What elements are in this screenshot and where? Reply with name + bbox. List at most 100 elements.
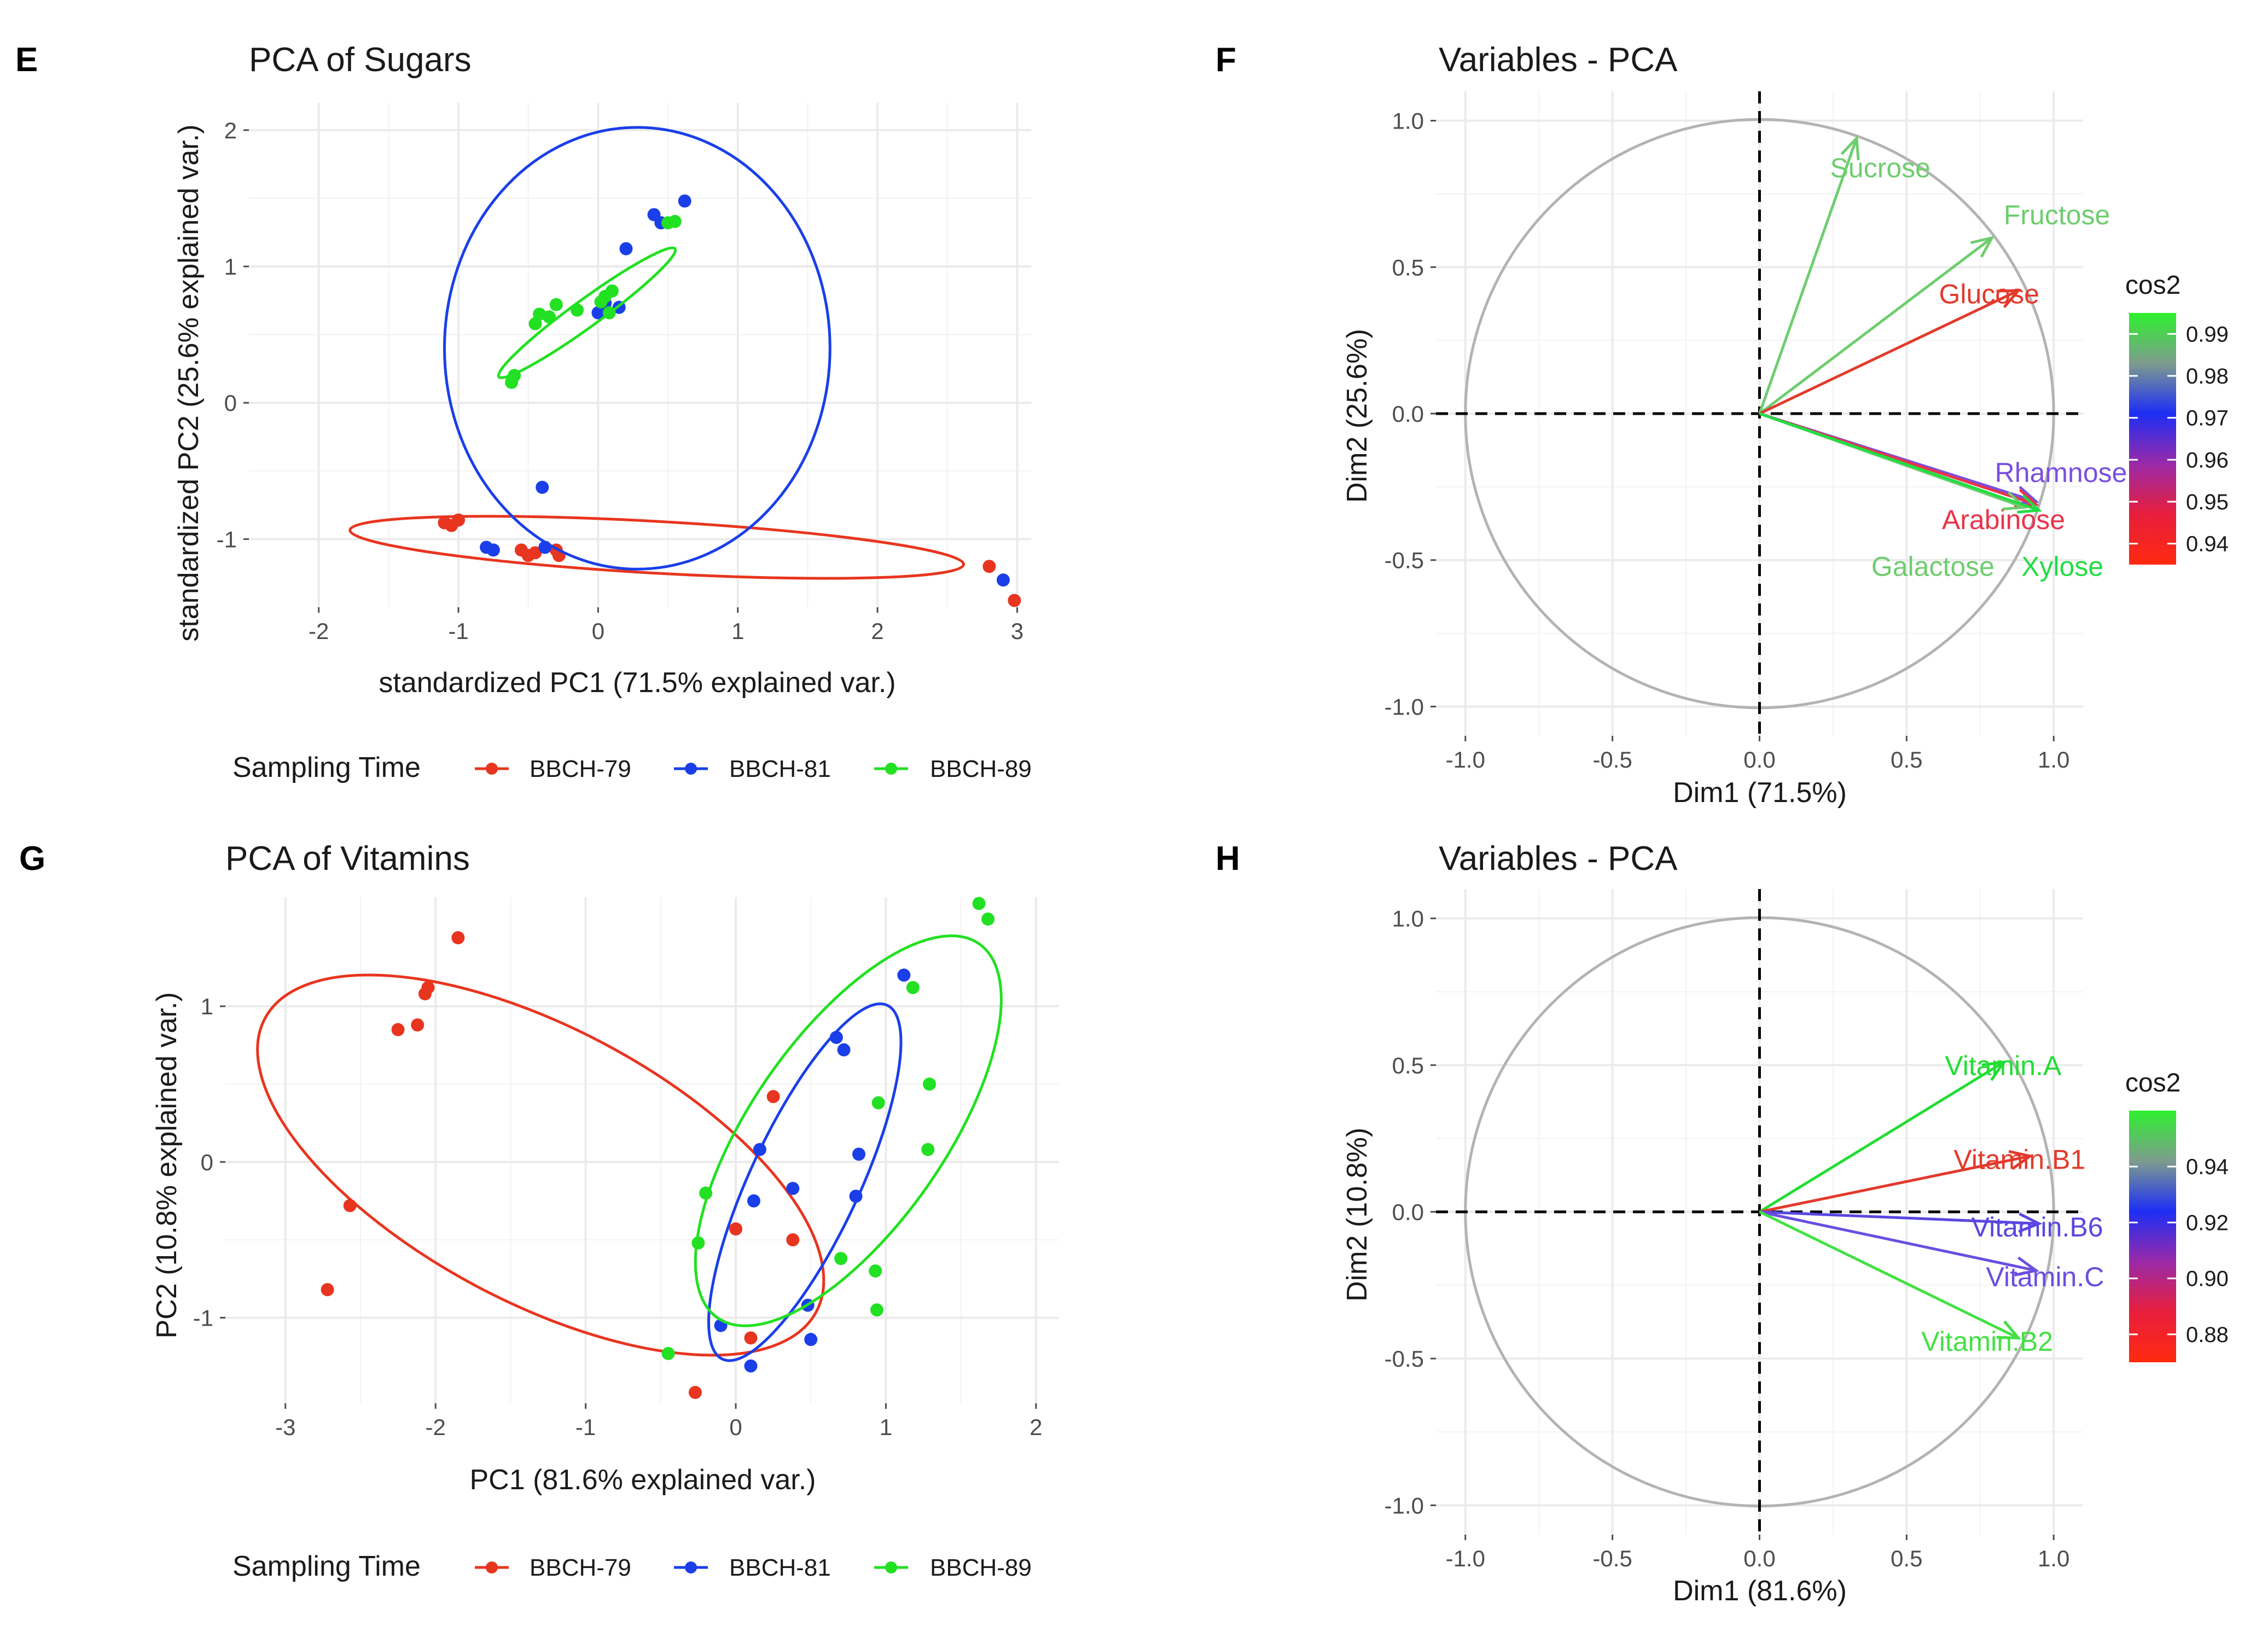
legend-label-bbch81-g: BBCH-81 xyxy=(729,1554,831,1581)
panel-letter-g: G xyxy=(19,840,45,878)
x-tick-label-e: -2 xyxy=(309,618,329,644)
x-tick-label-f: -1.0 xyxy=(1446,747,1485,773)
y-tick-label-g: 0 xyxy=(201,1149,213,1175)
series-bbch-81-g xyxy=(707,968,911,1373)
arrow-head-vitamin-b6 xyxy=(2018,1212,2043,1233)
point-bbch-79-g xyxy=(451,931,465,944)
point-bbch-81-g xyxy=(747,1194,760,1207)
variable-label-vitamin-b6: Vitamin.B6 xyxy=(1972,1212,2103,1242)
ellipse-bbch-81-e xyxy=(443,126,831,571)
point-bbch-79-g xyxy=(343,1199,357,1212)
x-tick-label-h: 1.0 xyxy=(2038,1546,2069,1571)
ellipse-bbch-79-g xyxy=(256,973,825,1357)
colorbar-gradient-bar-h xyxy=(2129,1111,2176,1362)
legend-title-g: Sampling Time xyxy=(232,1550,421,1582)
series-bbch-79-g xyxy=(256,931,825,1399)
colorbar-label-f: 0.96 xyxy=(2186,448,2229,472)
y-tick-label-e: 2 xyxy=(224,118,237,143)
x-axis-label-e: standardized PC1 (71.5% explained var.) xyxy=(379,667,895,699)
point-bbch-81-e xyxy=(591,306,605,320)
ellipse-bbch-89-e xyxy=(497,246,677,380)
arrow-shaft-vitamin-b2 xyxy=(1759,1210,2019,1339)
colorbar-label-f: 0.97 xyxy=(2186,406,2229,431)
point-bbch-89-g xyxy=(661,1346,675,1360)
legend-key-dot-bbch89-e xyxy=(885,763,897,775)
y-tick-label-h: -1.0 xyxy=(1385,1493,1424,1518)
variable-label-fructose: Fructose xyxy=(2004,200,2110,230)
legend-label-bbch89-e: BBCH-89 xyxy=(930,756,1032,782)
x-tick-label-g: 0 xyxy=(729,1414,742,1440)
x-tick-label-e: 1 xyxy=(731,618,744,644)
arrow-head-vitamin-b1 xyxy=(2008,1150,2034,1170)
variable-glucose-f: Glucose xyxy=(1759,278,2039,415)
series-bbch-89-e xyxy=(497,214,682,389)
legend-label-bbch79-g: BBCH-79 xyxy=(530,1554,631,1581)
point-bbch-89-g xyxy=(921,1143,935,1157)
point-bbch-81-g xyxy=(744,1359,758,1373)
variable-vitamin-b6-h: Vitamin.B6 xyxy=(1759,1210,2103,1242)
legend-key-dot-bbch79-g xyxy=(486,1561,498,1573)
variable-label-galactose: Galactose xyxy=(1871,551,1994,582)
y-tick-label-h: 1.0 xyxy=(1392,906,1424,932)
grid-e xyxy=(249,103,1031,607)
point-bbch-89-g xyxy=(871,1096,885,1110)
colorbar-label-h: 0.90 xyxy=(2186,1267,2229,1291)
point-bbch-81-e xyxy=(538,541,552,554)
point-bbch-79-e xyxy=(452,513,466,527)
point-bbch-79-g xyxy=(786,1233,800,1247)
point-bbch-89-e xyxy=(508,369,521,382)
arrow-head-vitamin-b2 xyxy=(1996,1320,2022,1340)
panel-e: E PCA of Sugars -2 -1 0 1 2 3 -1 0 1 2 standardiz… xyxy=(15,41,1032,783)
y-tick-label-f: -1.0 xyxy=(1385,694,1424,719)
x-tick-label-g: -3 xyxy=(275,1414,295,1440)
x-axis-label-f: Dim1 (71.5%) xyxy=(1673,777,1847,809)
x-tick-label-g: 2 xyxy=(1030,1414,1042,1440)
variable-label-vitamin-a: Vitamin.A xyxy=(1945,1050,2062,1081)
y-axis-label-f: Dim2 (25.6%) xyxy=(1341,329,1373,503)
colorbar-label-h: 0.92 xyxy=(2186,1211,2229,1235)
point-bbch-81-g xyxy=(829,1031,843,1044)
arrow-head-xylose xyxy=(2017,494,2043,514)
point-bbch-81-g xyxy=(897,968,911,982)
point-bbch-81-e xyxy=(619,242,633,255)
x-tick-label-g: -1 xyxy=(575,1414,596,1440)
arrow-shaft-sucrose xyxy=(1758,137,1858,414)
ellipse-bbch-81-g xyxy=(707,1002,903,1362)
point-bbch-79-e xyxy=(528,546,542,560)
y-axis-label-h: Dim2 (10.8%) xyxy=(1341,1128,1373,1302)
plot-title-g: PCA of Vitamins xyxy=(225,840,470,878)
x-tick-label-g: -2 xyxy=(426,1414,446,1440)
legend-key-dot-bbch89-g xyxy=(885,1561,897,1573)
point-bbch-79-g xyxy=(729,1222,743,1236)
point-bbch-81-g xyxy=(849,1189,863,1203)
point-bbch-81-g xyxy=(753,1143,766,1157)
panel-f: F Variables - PCA -1.0 -0.5 0.0 0.5 1.0-1.0-… xyxy=(1216,41,2229,809)
point-bbch-79-g xyxy=(391,1023,405,1036)
point-bbch-81-g xyxy=(852,1147,866,1161)
panel-g: G PCA of Vitamins -3 -2 -1 0 1 2 -1 0 1 PC1 (81.… xyxy=(19,840,1059,1582)
panel-h: H Variables - PCA -1.0 -0.5 0.0 0.5 1.0-1.0-… xyxy=(1216,840,2229,1607)
series-bbch-89-g xyxy=(661,897,1003,1360)
x-tick-label-e: 2 xyxy=(871,618,883,644)
y-tick-label-h: 0.0 xyxy=(1392,1199,1424,1225)
variable-fructose-f: Fructose xyxy=(1758,200,2110,415)
scatter-plot-area-g: -3 -2 -1 0 1 2 -1 0 1 xyxy=(193,897,1059,1440)
scatter-plot-area-e: -2 -1 0 1 2 3 -1 0 1 2 xyxy=(217,103,1031,644)
plot-title-h: Variables - PCA xyxy=(1439,840,1678,878)
variable-vitamin-b2-h: Vitamin.B2 xyxy=(1759,1210,2053,1357)
point-bbch-89-e xyxy=(549,298,563,311)
point-bbch-81-g xyxy=(804,1333,818,1346)
point-bbch-89-g xyxy=(834,1252,848,1265)
arrow-head-sucrose xyxy=(1840,135,1860,160)
y-tick-label-f: 0.5 xyxy=(1392,254,1424,280)
variable-label-sucrose: Sucrose xyxy=(1830,153,1930,183)
x-tick-label-f: -0.5 xyxy=(1592,747,1632,773)
arrow-shaft-vitamin-a xyxy=(1759,1061,2005,1213)
y-tick-label-e: 0 xyxy=(224,390,237,416)
point-bbch-79-e xyxy=(982,560,996,573)
point-bbch-79-e xyxy=(1008,594,1021,607)
x-tick-label-f: 0.0 xyxy=(1743,747,1775,773)
y-tick-label-e: -1 xyxy=(217,526,237,552)
colorbar-title-f: cos2 xyxy=(2125,271,2180,300)
